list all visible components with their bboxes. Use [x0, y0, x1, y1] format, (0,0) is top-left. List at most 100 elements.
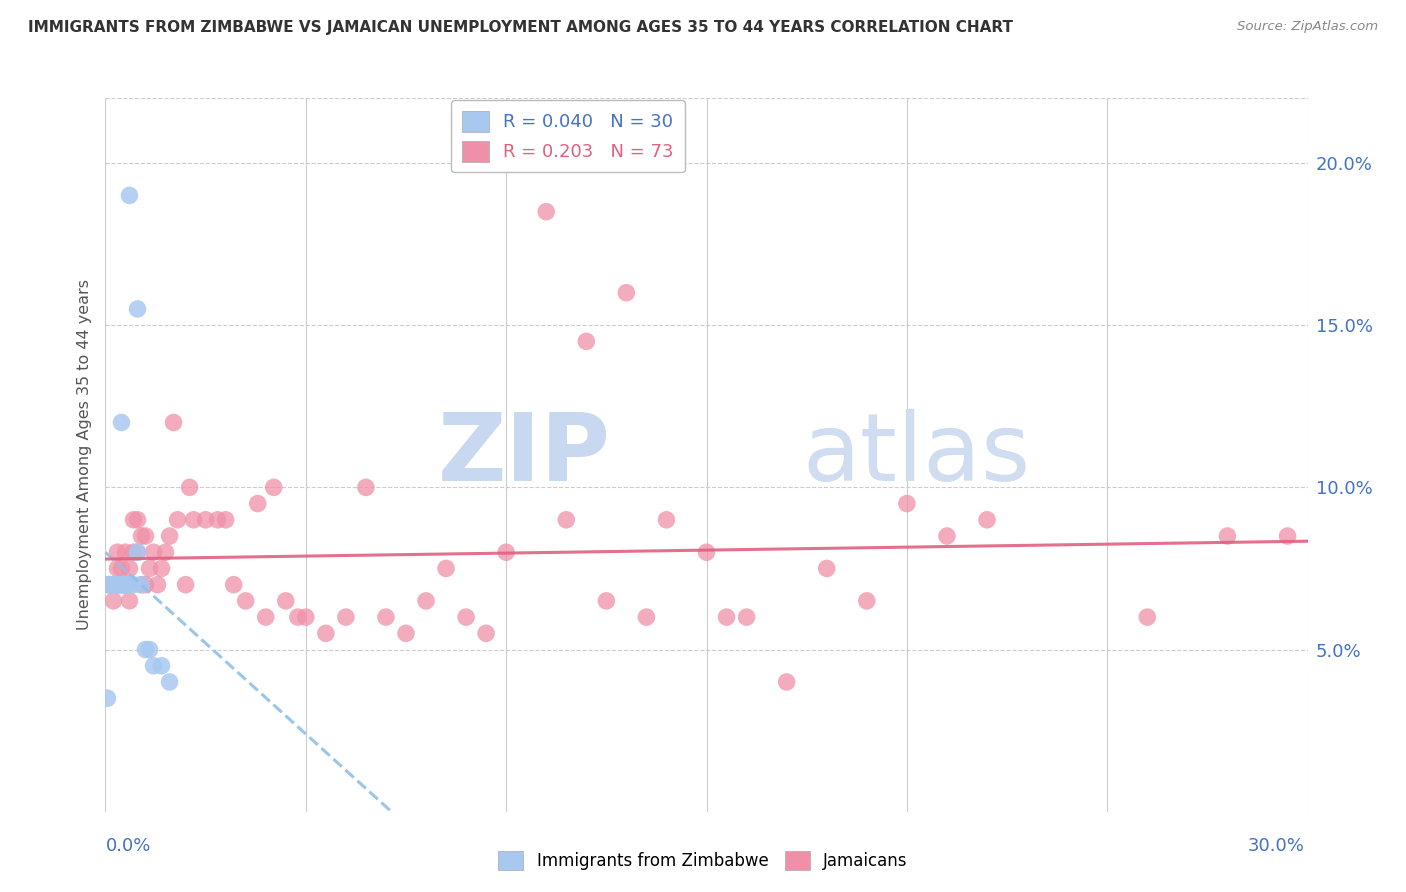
Point — [315, 626, 337, 640]
Point — [114, 545, 136, 559]
Point — [103, 577, 125, 591]
Point — [162, 416, 184, 430]
Point — [696, 545, 718, 559]
Point — [127, 545, 149, 559]
Text: Source: ZipAtlas.com: Source: ZipAtlas.com — [1237, 20, 1378, 33]
Point — [127, 301, 149, 316]
Point — [98, 577, 121, 591]
Point — [159, 529, 181, 543]
Point — [374, 610, 398, 624]
Point — [636, 610, 658, 624]
Point — [107, 577, 129, 591]
Point — [107, 561, 129, 575]
Point — [222, 577, 245, 591]
Text: IMMIGRANTS FROM ZIMBABWE VS JAMAICAN UNEMPLOYMENT AMONG AGES 35 TO 44 YEARS CORR: IMMIGRANTS FROM ZIMBABWE VS JAMAICAN UNE… — [28, 20, 1014, 35]
Point — [103, 594, 125, 608]
Point — [274, 594, 297, 608]
Point — [138, 561, 160, 575]
Point — [138, 642, 160, 657]
Point — [150, 658, 173, 673]
Point — [179, 480, 201, 494]
Point — [735, 610, 758, 624]
Point — [122, 513, 145, 527]
Point — [114, 577, 136, 591]
Point — [110, 577, 132, 591]
Point — [103, 577, 125, 591]
Point — [616, 285, 638, 300]
Point — [142, 545, 165, 559]
Point — [454, 610, 477, 624]
Point — [114, 577, 136, 591]
Point — [100, 577, 122, 591]
Point — [114, 577, 136, 591]
Point — [896, 497, 918, 511]
Point — [150, 561, 173, 575]
Point — [107, 577, 129, 591]
Point — [110, 577, 132, 591]
Point — [159, 675, 181, 690]
Point — [110, 577, 132, 591]
Point — [655, 513, 678, 527]
Point — [98, 577, 121, 591]
Point — [207, 513, 229, 527]
Point — [127, 513, 149, 527]
Point — [107, 577, 129, 591]
Point — [114, 577, 136, 591]
Point — [335, 610, 357, 624]
Point — [776, 675, 799, 690]
Point — [118, 188, 141, 202]
Point — [127, 545, 149, 559]
Point — [98, 577, 121, 591]
Point — [103, 577, 125, 591]
Point — [246, 497, 269, 511]
Text: 0.0%: 0.0% — [105, 837, 150, 855]
Point — [287, 610, 309, 624]
Point — [96, 691, 118, 706]
Point — [475, 626, 498, 640]
Point — [146, 577, 169, 591]
Text: 30.0%: 30.0% — [1249, 837, 1305, 855]
Point — [118, 577, 141, 591]
Point — [110, 416, 132, 430]
Point — [235, 594, 257, 608]
Text: ZIP: ZIP — [437, 409, 610, 501]
Point — [135, 577, 157, 591]
Point — [254, 610, 277, 624]
Point — [122, 577, 145, 591]
Point — [976, 513, 998, 527]
Point — [936, 529, 959, 543]
Point — [118, 577, 141, 591]
Point — [575, 334, 598, 349]
Point — [214, 513, 236, 527]
Legend: Immigrants from Zimbabwe, Jamaicans: Immigrants from Zimbabwe, Jamaicans — [492, 844, 914, 877]
Point — [1216, 529, 1239, 543]
Point — [194, 513, 217, 527]
Point — [110, 561, 132, 575]
Point — [114, 577, 136, 591]
Point — [135, 529, 157, 543]
Point — [166, 513, 188, 527]
Point — [131, 577, 153, 591]
Point — [295, 610, 318, 624]
Point — [107, 577, 129, 591]
Point — [122, 545, 145, 559]
Point — [110, 577, 132, 591]
Point — [555, 513, 578, 527]
Point — [103, 577, 125, 591]
Point — [183, 513, 205, 527]
Point — [118, 561, 141, 575]
Point — [131, 529, 153, 543]
Text: atlas: atlas — [803, 409, 1031, 501]
Point — [263, 480, 285, 494]
Point — [1136, 610, 1159, 624]
Y-axis label: Unemployment Among Ages 35 to 44 years: Unemployment Among Ages 35 to 44 years — [76, 279, 91, 631]
Point — [415, 594, 437, 608]
Point — [107, 545, 129, 559]
Point — [716, 610, 738, 624]
Point — [855, 594, 877, 608]
Point — [131, 577, 153, 591]
Point — [114, 577, 136, 591]
Point — [142, 658, 165, 673]
Legend: R = 0.040   N = 30, R = 0.203   N = 73: R = 0.040 N = 30, R = 0.203 N = 73 — [451, 100, 685, 172]
Point — [174, 577, 197, 591]
